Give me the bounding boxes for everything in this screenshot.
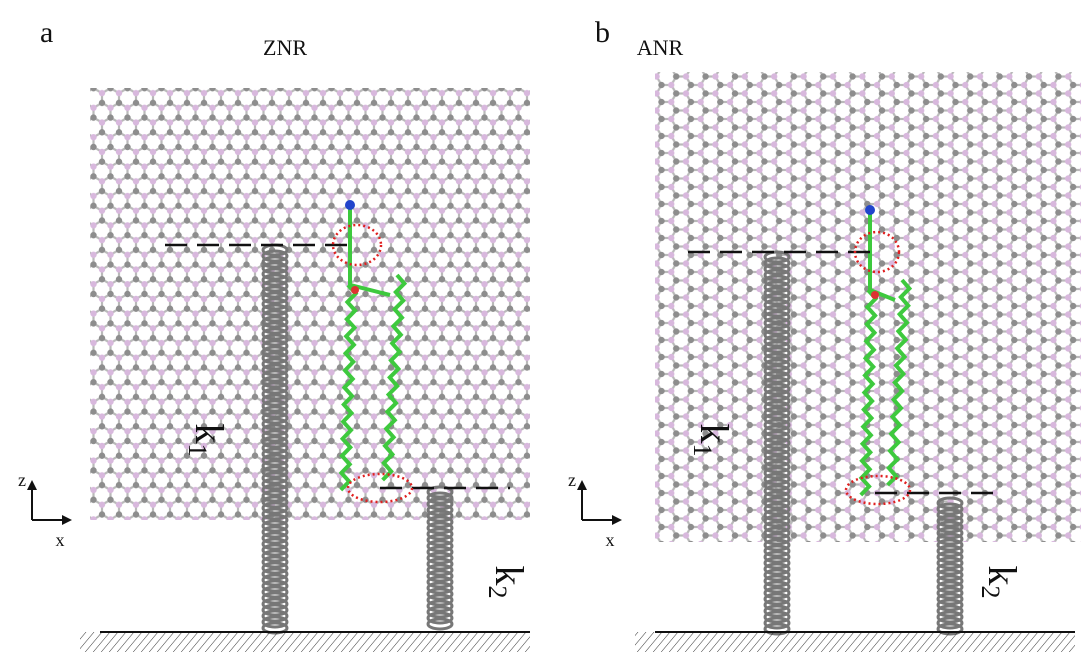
ground-hatch xyxy=(80,632,530,652)
axis-x-label: x xyxy=(606,530,615,550)
axis-x-label: x xyxy=(56,530,65,550)
axis-x-head xyxy=(612,515,622,525)
spring-label: k2 xyxy=(483,566,532,599)
spring-symbol: k xyxy=(487,566,532,586)
spring-symbol: k xyxy=(692,424,737,444)
spring-subscript: 1 xyxy=(688,444,717,457)
panel-title: ZNR xyxy=(263,35,307,60)
ground-hatch xyxy=(635,632,1075,652)
axis-z-label: z xyxy=(18,470,26,490)
panel-label: a xyxy=(40,16,53,49)
spring-label: k2 xyxy=(976,566,1025,599)
panel-label: b xyxy=(595,16,610,49)
panel-title: ANR xyxy=(637,35,684,60)
axis-x-head xyxy=(62,515,72,525)
spring-subscript: 1 xyxy=(183,444,212,457)
spring-subscript: 2 xyxy=(976,586,1005,599)
spring-symbol: k xyxy=(980,566,1025,586)
nitrogen xyxy=(345,200,355,210)
axis-z-head xyxy=(577,480,587,490)
oxygen xyxy=(871,291,879,299)
spring-symbol: k xyxy=(187,424,232,444)
axis-z-label: z xyxy=(568,470,576,490)
znr-lattice xyxy=(90,88,530,520)
axis-z-head xyxy=(27,480,37,490)
spring-subscript: 2 xyxy=(483,586,512,599)
figure: aZNRk1k2zxbANRk1k2zx xyxy=(0,0,1081,655)
nitrogen xyxy=(865,205,875,215)
oxygen xyxy=(351,286,359,294)
